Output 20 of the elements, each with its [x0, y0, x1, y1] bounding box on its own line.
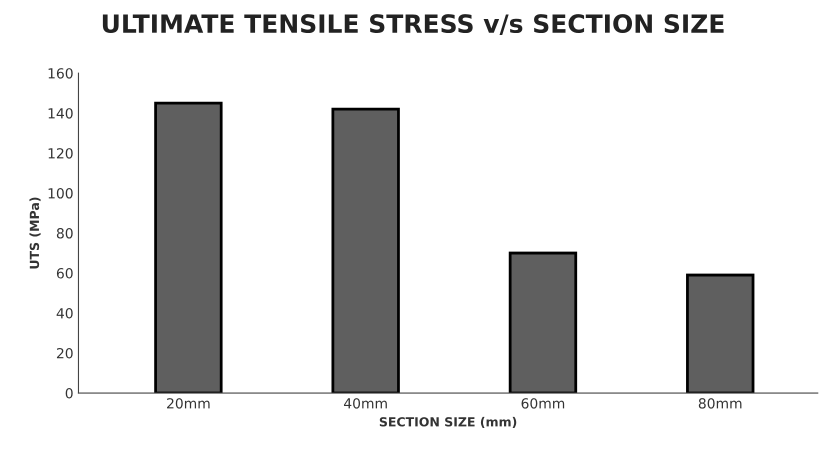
- bar: [154, 102, 223, 394]
- x-axis-title: SECTION SIZE (mm): [380, 416, 516, 428]
- y-axis-title: UTS (MPa): [29, 198, 41, 269]
- y-tick-label: 60: [56, 268, 73, 279]
- y-tick-label: 80: [56, 228, 73, 239]
- bar: [508, 252, 578, 394]
- y-tick-label: 160: [48, 68, 73, 79]
- bar: [331, 108, 400, 394]
- x-tick-label: 60mm: [522, 398, 564, 409]
- y-tick-label: 40: [56, 308, 73, 319]
- bar: [686, 274, 754, 394]
- y-tick-label: 0: [66, 388, 73, 398]
- chart-title: ULTIMATE TENSILE STRESS v/s SECTION SIZE: [102, 14, 724, 36]
- y-tick-label: 20: [56, 348, 73, 359]
- x-tick-label: 20mm: [167, 398, 210, 409]
- y-tick-label: 120: [48, 148, 73, 159]
- y-tick-label: 140: [48, 108, 73, 119]
- x-tick-label: 40mm: [344, 398, 387, 409]
- y-tick-label: 100: [48, 188, 73, 199]
- x-tick-label: 80mm: [698, 398, 742, 409]
